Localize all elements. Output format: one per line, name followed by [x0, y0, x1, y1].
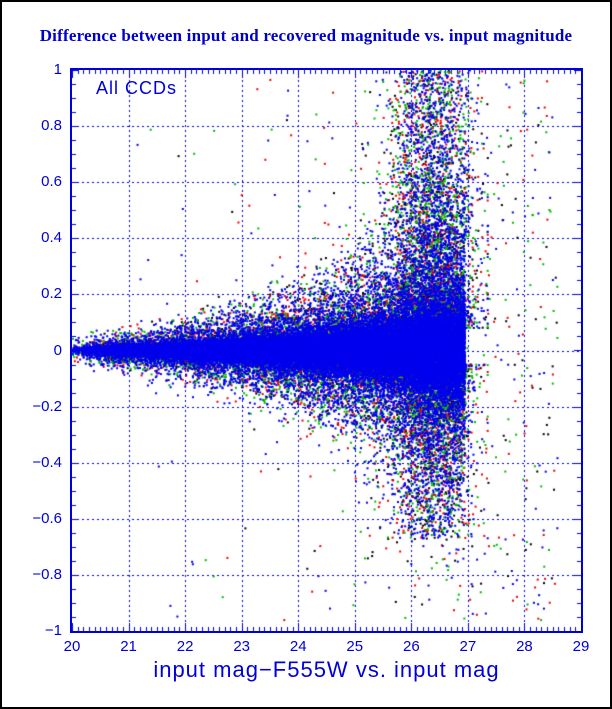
y-axis-tick-label: 0.6 [41, 173, 62, 191]
y-axis-tick-label: 0 [53, 341, 62, 359]
x-axis-tick-label: 20 [63, 638, 81, 655]
x-axis-tick-label: 22 [176, 638, 194, 655]
x-axis-tick-label: 23 [233, 638, 250, 655]
y-axis-tick-label: 0.2 [41, 285, 62, 303]
x-axis-tick-label: 21 [120, 638, 137, 655]
x-axis-tick-label: 24 [289, 638, 307, 655]
x-axis-title: input mag−F555W vs. input mag [153, 657, 500, 682]
x-axis-tick-label: 27 [459, 638, 477, 655]
y-axis-tick-label: −1 [44, 622, 62, 639]
y-axis-tick-label: −0.4 [32, 453, 62, 471]
y-axis-tick-label: 1 [53, 61, 62, 78]
x-axis-tick-label: 29 [572, 638, 590, 655]
y-axis-tick-label: −0.2 [32, 397, 62, 415]
plot-area [70, 68, 583, 633]
ccd-annotation: All CCDs [96, 78, 178, 98]
y-axis-tick-label: −0.8 [32, 565, 62, 583]
x-axis-tick-label: 26 [402, 638, 420, 655]
y-axis-tick-label: 0.4 [41, 229, 62, 247]
y-axis-tick-label: −0.6 [32, 509, 62, 527]
x-axis-tick-label: 25 [346, 638, 364, 655]
scatter-canvas [72, 70, 581, 631]
y-axis-tick-label: 0.8 [41, 117, 62, 135]
chart-title: Difference between input and recovered m… [39, 26, 573, 45]
x-axis-tick-label: 28 [516, 638, 533, 655]
